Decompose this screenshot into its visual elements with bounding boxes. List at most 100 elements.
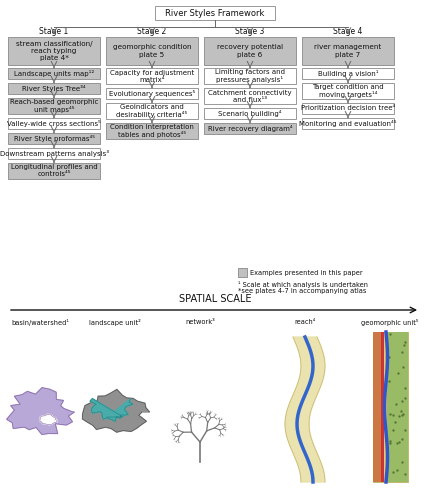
Text: River Styles Framework: River Styles Framework — [165, 8, 265, 18]
Bar — [372, 332, 408, 482]
Point — [387, 437, 393, 445]
Bar — [106, 68, 198, 84]
Bar — [302, 103, 394, 114]
Text: ¹ Scale at which analysis is undertaken: ¹ Scale at which analysis is undertaken — [238, 281, 368, 288]
Text: Examples presented in this paper: Examples presented in this paper — [250, 270, 362, 276]
Text: reach⁴: reach⁴ — [295, 319, 316, 325]
Point — [393, 400, 399, 408]
Text: Monitoring and evaluation⁴⁵: Monitoring and evaluation⁴⁵ — [299, 120, 397, 127]
Bar — [204, 37, 296, 65]
Point — [394, 369, 401, 377]
Text: Prioritization decision tree⁴: Prioritization decision tree⁴ — [301, 106, 395, 112]
Bar — [381, 332, 384, 482]
Text: geomorphic unit⁵: geomorphic unit⁵ — [361, 319, 419, 326]
Bar — [238, 268, 247, 277]
Polygon shape — [90, 398, 133, 421]
Text: stream classification/
reach typing
plate 4*: stream classification/ reach typing plat… — [15, 41, 92, 61]
Polygon shape — [7, 388, 74, 434]
Text: Building a vision¹: Building a vision¹ — [318, 70, 378, 77]
Text: Stage 3: Stage 3 — [235, 28, 265, 36]
Bar — [204, 123, 296, 134]
Point — [398, 408, 405, 416]
Point — [393, 466, 400, 473]
Text: Evolutionary sequences⁵: Evolutionary sequences⁵ — [109, 90, 195, 97]
Bar — [8, 68, 100, 79]
Point — [386, 354, 393, 362]
Text: Scenario building⁴: Scenario building⁴ — [218, 110, 282, 117]
Bar — [8, 133, 100, 144]
Bar — [155, 6, 275, 20]
Polygon shape — [40, 414, 57, 425]
Text: Valley-wide cross sections⁵: Valley-wide cross sections⁵ — [7, 120, 101, 127]
Point — [400, 341, 407, 349]
Point — [387, 410, 393, 418]
Text: Reach-based geomorphic
unit maps⁴⁵: Reach-based geomorphic unit maps⁴⁵ — [10, 99, 98, 113]
Text: Stage 1: Stage 1 — [40, 28, 69, 36]
Polygon shape — [285, 337, 325, 482]
Bar — [302, 37, 394, 65]
Bar — [8, 37, 100, 65]
Point — [390, 410, 396, 418]
Polygon shape — [83, 390, 150, 432]
Point — [401, 338, 408, 345]
Bar — [204, 108, 296, 119]
Point — [402, 426, 409, 434]
Text: river management
plate 7: river management plate 7 — [314, 44, 382, 58]
Bar — [106, 88, 198, 99]
Text: Longitudinal profiles and
controls⁴⁵: Longitudinal profiles and controls⁴⁵ — [11, 164, 97, 177]
Text: Stage 4: Stage 4 — [333, 28, 362, 36]
Point — [385, 377, 392, 385]
Bar — [302, 83, 394, 99]
Text: Catchment connectivity
and flux¹³: Catchment connectivity and flux¹³ — [208, 90, 292, 102]
Bar — [106, 37, 198, 65]
Point — [402, 470, 408, 478]
Point — [389, 468, 396, 476]
Text: SPATIAL SCALE: SPATIAL SCALE — [179, 294, 251, 304]
Bar — [106, 123, 198, 139]
Bar — [8, 148, 100, 159]
Text: River recovery diagram⁴: River recovery diagram⁴ — [208, 125, 292, 132]
Text: River Style proformas⁴⁵: River Style proformas⁴⁵ — [13, 135, 95, 142]
Point — [398, 458, 405, 466]
Bar — [204, 68, 296, 84]
Text: Condition interpretation
tables and photos⁴⁵: Condition interpretation tables and phot… — [110, 124, 194, 138]
Bar — [8, 118, 100, 129]
Bar — [387, 332, 408, 482]
Point — [394, 439, 401, 447]
Bar — [204, 88, 296, 104]
Text: network³: network³ — [185, 319, 215, 325]
Text: geomorphic condition
plate 5: geomorphic condition plate 5 — [113, 44, 191, 58]
Text: Capacity for adjustment
matrix⁴: Capacity for adjustment matrix⁴ — [110, 70, 194, 82]
Text: River Styles Tree³⁴: River Styles Tree³⁴ — [22, 85, 86, 92]
Text: *see plates 4-7 in accompanying atlas: *see plates 4-7 in accompanying atlas — [238, 288, 366, 294]
Point — [402, 384, 408, 392]
Text: Downstream patterns analysis³: Downstream patterns analysis³ — [0, 150, 108, 157]
Bar — [372, 332, 381, 482]
Point — [399, 410, 406, 418]
Point — [387, 330, 394, 338]
Point — [399, 396, 406, 404]
Text: landscape unit²: landscape unit² — [89, 319, 141, 326]
Bar — [302, 118, 394, 129]
Point — [387, 438, 394, 446]
Point — [392, 418, 399, 426]
Text: Limiting factors and
pressures analysis¹: Limiting factors and pressures analysis¹ — [215, 69, 285, 83]
Bar — [8, 98, 100, 114]
Bar — [8, 83, 100, 94]
Text: Target condition and
moving targets¹⁴: Target condition and moving targets¹⁴ — [312, 84, 384, 98]
Text: basin/watershed¹: basin/watershed¹ — [11, 319, 69, 326]
Point — [399, 436, 406, 444]
Text: Stage 2: Stage 2 — [137, 28, 167, 36]
Text: Landscape units map¹²: Landscape units map¹² — [14, 70, 94, 77]
Bar — [106, 103, 198, 119]
Point — [395, 412, 402, 420]
Point — [399, 410, 406, 418]
Text: Geoindicators and
desirability criteria⁴⁵: Geoindicators and desirability criteria⁴… — [117, 104, 187, 118]
Text: recovery potential
plate 6: recovery potential plate 6 — [217, 44, 283, 58]
Bar — [302, 68, 394, 79]
Point — [402, 394, 408, 402]
Point — [400, 362, 407, 370]
Point — [396, 438, 402, 446]
Point — [399, 348, 406, 356]
Bar — [8, 163, 100, 179]
